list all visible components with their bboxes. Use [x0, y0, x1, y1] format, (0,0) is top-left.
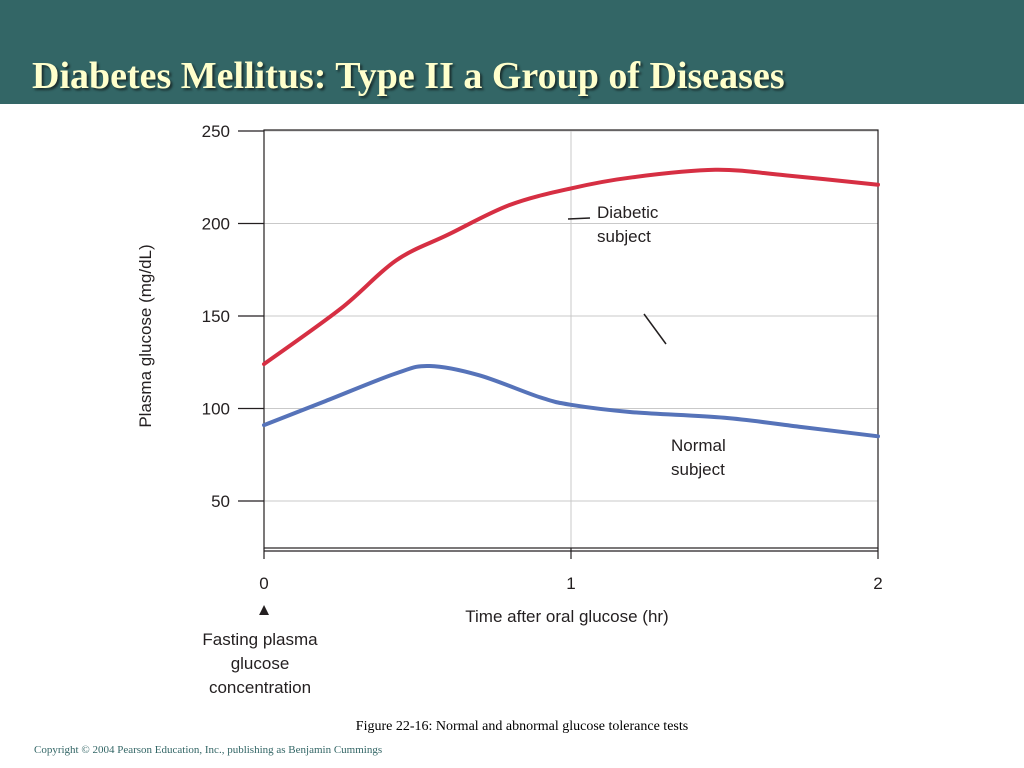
fasting-label-0: Fasting plasma — [202, 630, 318, 649]
copyright-notice: Copyright © 2004 Pearson Education, Inc.… — [34, 744, 383, 756]
fasting-label-1: glucose — [231, 654, 290, 673]
y-tick-label-250: 250 — [202, 122, 230, 141]
y-tick-label-50: 50 — [211, 492, 230, 511]
series-lines — [262, 167, 880, 439]
leader-line-diabetic — [567, 217, 591, 220]
figure-caption: Figure 22-16: Normal and abnormal glucos… — [355, 719, 689, 734]
leader-line-normal — [643, 313, 667, 345]
fasting-marker-icon: ▲ — [256, 600, 273, 619]
axes: 250 200 150 100 50 0 1 2 Time after oral glucose… — [136, 122, 883, 626]
series-line-normal — [262, 363, 880, 439]
x-axis-label: Time after oral glucose (hr) — [465, 607, 668, 626]
x-tick-label-2: 2 — [873, 574, 882, 593]
grid-lines — [264, 130, 878, 548]
series-labels: Diabetic subject Normal subject — [567, 203, 726, 479]
fasting-label-2: concentration — [209, 678, 311, 697]
y-axis-label: Plasma glucose (mg/dL) — [136, 244, 155, 427]
title-bar — [0, 0, 1024, 104]
series-label-diabetic-1: subject — [597, 227, 651, 246]
glucose-tolerance-chart: 250 200 150 100 50 0 1 2 Time after oral glucose… — [136, 122, 883, 697]
y-tick-label-200: 200 — [202, 215, 230, 234]
y-tick-label-100: 100 — [202, 400, 230, 419]
series-line-diabetic — [262, 167, 880, 367]
fasting-annotation: ▲ Fasting plasma glucose concentration — [202, 600, 318, 697]
slide-title: Diabetes Mellitus: Type II a Group of Di… — [32, 55, 785, 97]
y-tick-label-150: 150 — [202, 307, 230, 326]
series-label-normal-0: Normal — [671, 436, 726, 455]
series-label-diabetic-0: Diabetic — [597, 203, 659, 222]
series-label-normal-1: subject — [671, 460, 725, 479]
x-tick-label-1: 1 — [566, 574, 575, 593]
x-tick-label-0: 0 — [259, 574, 268, 593]
